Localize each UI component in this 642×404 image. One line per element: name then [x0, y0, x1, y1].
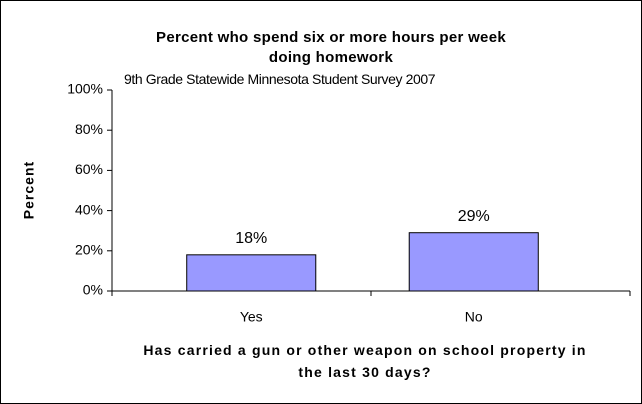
- value-label: 29%: [458, 208, 490, 225]
- y-tick-label: 60%: [75, 161, 103, 177]
- x-tick-label: No: [465, 309, 483, 325]
- x-axis-label: Has carried a gun or other weapon on sch…: [143, 342, 587, 380]
- y-axis-label: Percent: [21, 161, 37, 219]
- y-tick-label: 20%: [75, 242, 103, 258]
- x-tick-label: Yes: [240, 309, 263, 325]
- bar: [408, 232, 539, 292]
- y-tick-label: 100%: [67, 81, 103, 97]
- y-tick-label: 0%: [83, 282, 103, 298]
- y-tick-label: 80%: [75, 121, 103, 137]
- y-tick-label: 40%: [75, 201, 103, 217]
- chart-subtitle: 9th Grade Statewide Minnesota Student Su…: [124, 71, 436, 87]
- bar: [186, 254, 317, 292]
- chart-title: Percent who spend six or more hours per …: [156, 29, 506, 66]
- value-label: 18%: [235, 230, 267, 247]
